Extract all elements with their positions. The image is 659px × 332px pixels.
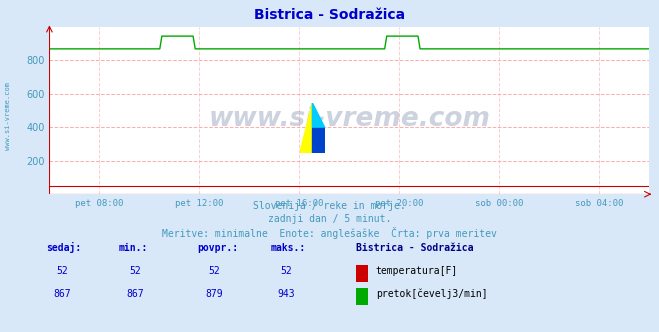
Text: 52: 52 <box>57 266 69 276</box>
Text: 943: 943 <box>278 289 295 299</box>
Text: maks.:: maks.: <box>270 243 305 253</box>
Text: 867: 867 <box>54 289 71 299</box>
Text: zadnji dan / 5 minut.: zadnji dan / 5 minut. <box>268 214 391 224</box>
Text: Meritve: minimalne  Enote: anglešaške  Črta: prva meritev: Meritve: minimalne Enote: anglešaške Črt… <box>162 227 497 239</box>
Text: pretok[čevelj3/min]: pretok[čevelj3/min] <box>376 289 487 299</box>
Text: temperatura[F]: temperatura[F] <box>376 266 458 276</box>
Text: Bistrica - Sodražica: Bistrica - Sodražica <box>356 243 473 253</box>
Text: povpr.:: povpr.: <box>198 243 239 253</box>
Text: Bistrica - Sodražica: Bistrica - Sodražica <box>254 8 405 22</box>
Text: sedaj:: sedaj: <box>46 242 81 253</box>
Text: 879: 879 <box>206 289 223 299</box>
Text: www.si-vreme.com: www.si-vreme.com <box>208 106 490 132</box>
Text: 52: 52 <box>281 266 293 276</box>
Text: min.:: min.: <box>119 243 148 253</box>
Text: 52: 52 <box>208 266 220 276</box>
Text: 867: 867 <box>127 289 144 299</box>
Text: Slovenija / reke in morje.: Slovenija / reke in morje. <box>253 201 406 211</box>
Text: www.si-vreme.com: www.si-vreme.com <box>5 82 11 150</box>
Polygon shape <box>300 103 312 153</box>
Text: 52: 52 <box>129 266 141 276</box>
Polygon shape <box>312 103 325 128</box>
Polygon shape <box>312 128 325 153</box>
